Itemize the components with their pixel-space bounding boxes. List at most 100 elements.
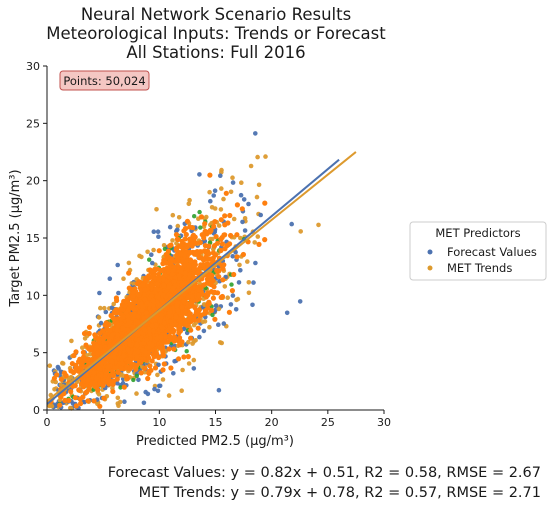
point-met-trends xyxy=(248,163,254,169)
point-dense-core xyxy=(101,395,107,401)
point-dense-core xyxy=(107,327,113,333)
point-forecast-values xyxy=(152,386,157,392)
point-met-trends xyxy=(170,238,175,243)
point-dense-core xyxy=(178,251,184,257)
point-met-trends xyxy=(219,186,224,191)
point-dense-core xyxy=(115,369,121,375)
point-met-trends xyxy=(216,223,222,228)
point-dense-core xyxy=(136,292,142,298)
point-dense-core xyxy=(119,360,125,366)
point-forecast-values xyxy=(115,381,120,386)
point-dense-core xyxy=(163,252,169,258)
point-dense-core xyxy=(220,277,226,283)
point-dense-core xyxy=(91,398,97,404)
point-overlap xyxy=(210,312,215,318)
point-forecast-values xyxy=(197,334,202,340)
point-forecast-values xyxy=(55,364,61,370)
point-met-trends xyxy=(191,357,197,363)
point-forecast-values xyxy=(109,305,115,311)
point-forecast-values xyxy=(171,371,176,376)
point-met-trends xyxy=(82,336,88,341)
point-forecast-values xyxy=(233,307,239,312)
point-dense-core xyxy=(229,288,235,294)
point-dense-core xyxy=(104,322,110,328)
point-dense-core xyxy=(110,372,116,378)
point-dense-core xyxy=(81,330,88,337)
point-met-trends xyxy=(231,216,237,222)
point-dense-core xyxy=(77,396,83,402)
point-forecast-values xyxy=(122,399,127,405)
x-tick-label: 0 xyxy=(44,416,51,429)
point-dense-core xyxy=(203,309,209,316)
point-dense-core xyxy=(202,221,208,227)
point-met-trends xyxy=(131,281,136,287)
point-dense-core xyxy=(131,306,137,312)
x-tick-label: 25 xyxy=(321,416,335,429)
point-overlap xyxy=(198,225,203,230)
point-forecast-values xyxy=(156,383,162,389)
point-dense-core xyxy=(126,270,132,276)
point-met-trends xyxy=(126,260,132,266)
y-axis-label: Target PM2.5 (μg/m³) xyxy=(8,169,23,307)
point-forecast-values xyxy=(213,307,218,313)
point-met-trends xyxy=(98,305,103,311)
point-dense-core xyxy=(231,271,237,278)
point-met-trends xyxy=(52,387,57,392)
point-met-trends xyxy=(116,403,121,409)
point-met-trends xyxy=(137,253,142,259)
point-met-trends xyxy=(121,276,126,282)
point-met-trends xyxy=(170,212,176,218)
point-forecast-values xyxy=(116,290,121,296)
legend-label-forecast-values: Forecast Values xyxy=(447,245,537,259)
point-forecast-values xyxy=(212,188,218,193)
point-met-trends xyxy=(245,259,250,264)
point-dense-core xyxy=(81,354,87,360)
point-met-trends xyxy=(176,215,182,220)
point-met-trends xyxy=(217,340,223,345)
points-count-badge: Points: 50,024 xyxy=(59,70,150,91)
point-dense-core xyxy=(193,240,199,246)
point-dense-core xyxy=(185,354,191,360)
point-dense-core xyxy=(92,332,98,338)
point-dense-core xyxy=(168,365,174,371)
y-tick-label: 20 xyxy=(26,175,40,188)
point-dense-core xyxy=(218,247,224,254)
point-met-trends xyxy=(187,197,192,203)
point-forecast-values xyxy=(216,387,222,393)
point-dense-core xyxy=(181,228,187,234)
point-dense-core xyxy=(180,246,186,252)
point-dense-core xyxy=(96,337,103,343)
y-axis-ticks: 0 5 10 15 20 25 30 xyxy=(26,60,47,417)
point-forecast-values xyxy=(230,180,236,185)
point-dense-core xyxy=(256,241,262,247)
point-dense-core xyxy=(187,236,193,242)
point-dense-core xyxy=(166,284,172,290)
point-forecast-values xyxy=(238,192,244,198)
point-met-trends xyxy=(212,206,218,211)
point-forecast-values xyxy=(251,280,256,285)
point-dense-core xyxy=(201,282,207,288)
point-met-trends xyxy=(161,243,167,248)
point-dense-core xyxy=(174,303,180,309)
point-met-trends xyxy=(102,305,107,311)
point-dense-core xyxy=(234,232,240,238)
point-met-trends xyxy=(263,154,268,159)
point-dense-core xyxy=(191,262,197,268)
point-dense-core xyxy=(223,190,229,196)
point-met-trends xyxy=(216,306,222,312)
point-met-trends xyxy=(256,182,262,188)
point-dense-core xyxy=(228,232,234,239)
point-dense-core xyxy=(66,397,72,404)
point-forecast-values xyxy=(191,366,197,371)
point-dense-core xyxy=(205,292,211,298)
point-dense-core xyxy=(148,268,154,275)
point-forecast-values xyxy=(253,260,258,266)
stats-met-trends: MET Trends: y = 0.79x + 0.78, R2 = 0.57,… xyxy=(139,485,541,501)
point-dense-core xyxy=(93,375,100,382)
point-met-trends xyxy=(60,361,66,366)
point-dense-core xyxy=(73,403,79,409)
point-dense-core xyxy=(160,292,166,298)
x-tick-label: 20 xyxy=(265,416,279,429)
point-forecast-values xyxy=(258,212,264,218)
point-dense-core xyxy=(207,172,213,178)
